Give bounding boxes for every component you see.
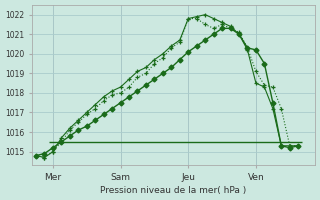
X-axis label: Pression niveau de la mer( hPa ): Pression niveau de la mer( hPa ) xyxy=(100,186,247,195)
